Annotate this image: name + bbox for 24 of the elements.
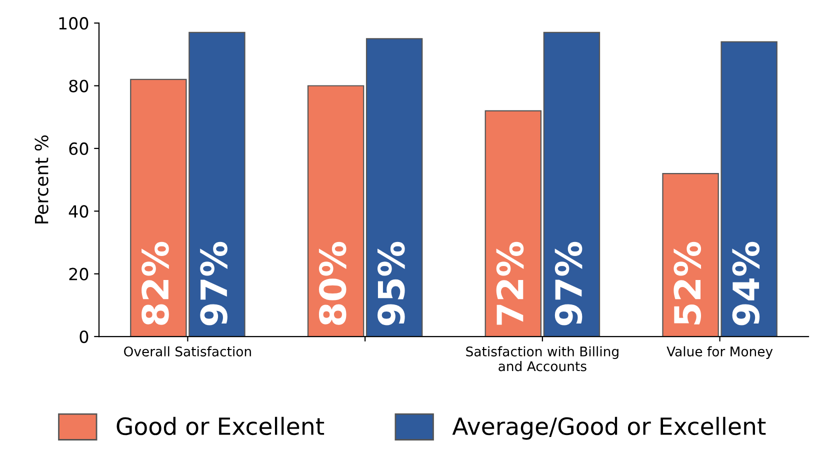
y-axis-title: Percent %: [34, 135, 48, 224]
data-label: 97%: [554, 242, 582, 326]
data-label: 72%: [496, 242, 524, 325]
y-tick-label: 0: [80, 330, 88, 344]
bar: [543, 32, 600, 337]
legend-label: Average/Good or Excellent: [452, 416, 766, 440]
x-tick-label: Value for Money: [666, 346, 773, 360]
data-label: 95%: [377, 242, 405, 326]
data-label: 52%: [674, 242, 702, 324]
data-label: 94%: [732, 242, 760, 326]
y-tick-label: 100: [59, 17, 88, 30]
x-tick-label: Satisfaction with Billing and Accounts: [466, 346, 618, 372]
legend-label: Good or Excellent: [116, 416, 324, 436]
bar: [484, 110, 542, 337]
data-label: 80%: [318, 242, 346, 325]
y-tick-label: 60: [69, 142, 88, 156]
bar: [366, 38, 423, 337]
y-tick-label: 20: [69, 268, 88, 280]
x-tick-label: Overall Satisfaction: [124, 346, 251, 356]
y-tick-label: 80: [69, 80, 88, 92]
data-label: 82%: [142, 242, 169, 325]
data-label: 97%: [200, 242, 228, 326]
bar: [307, 85, 364, 337]
y-tick-label: 40: [68, 205, 88, 218]
